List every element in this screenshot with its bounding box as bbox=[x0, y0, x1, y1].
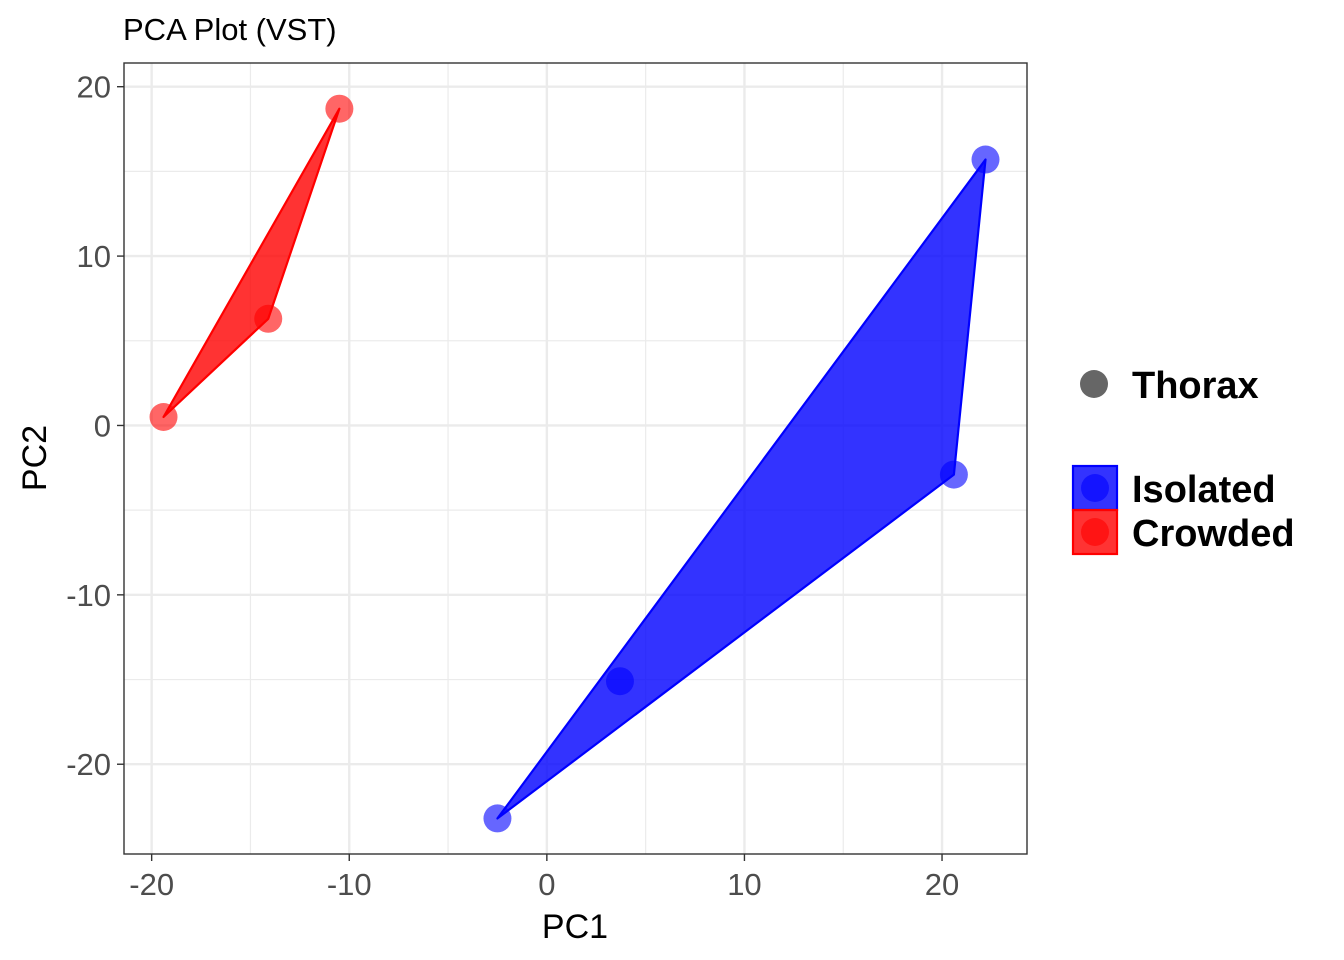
y-axis-title: PC2 bbox=[16, 425, 54, 491]
x-tick-label: 10 bbox=[727, 867, 761, 902]
sample-points bbox=[149, 94, 1000, 833]
legend-label-isolated: Isolated bbox=[1132, 469, 1276, 511]
point-isolated bbox=[483, 804, 512, 833]
hull-crowded bbox=[162, 107, 341, 419]
shape-legend-key bbox=[1080, 370, 1108, 398]
x-axis-ticks: -20 -10 0 10 20 bbox=[129, 854, 959, 902]
x-axis-title: PC1 bbox=[542, 908, 608, 946]
y-tick-label: 20 bbox=[77, 70, 111, 105]
y-tick-label: 0 bbox=[94, 408, 111, 443]
group-hulls bbox=[162, 107, 987, 820]
x-tick-label: 0 bbox=[538, 867, 555, 902]
major-gridlines bbox=[124, 63, 1027, 854]
y-axis-ticks: -20 -10 0 10 20 bbox=[66, 70, 124, 782]
point-crowded bbox=[254, 304, 283, 333]
point-crowded bbox=[149, 403, 178, 432]
y-tick-label: -10 bbox=[66, 578, 111, 613]
plot-panel-border bbox=[123, 62, 1028, 855]
x-tick-label: -20 bbox=[129, 867, 174, 902]
legend-key-point-isolated bbox=[1081, 474, 1109, 502]
point-crowded bbox=[325, 94, 354, 123]
x-tick-label: 20 bbox=[925, 867, 959, 902]
legend-key-point-crowded bbox=[1081, 518, 1109, 546]
x-tick-label: -10 bbox=[327, 867, 372, 902]
chart-title: PCA Plot (VST) bbox=[123, 12, 337, 47]
point-isolated bbox=[971, 145, 1000, 174]
shape-legend-label: Thorax bbox=[1132, 365, 1259, 407]
hull-isolated bbox=[496, 158, 987, 820]
point-isolated bbox=[605, 667, 634, 696]
point-isolated bbox=[939, 460, 968, 489]
y-tick-label: -20 bbox=[66, 747, 111, 782]
legend-label-crowded: Crowded bbox=[1132, 513, 1295, 555]
y-tick-label: 10 bbox=[77, 239, 111, 274]
